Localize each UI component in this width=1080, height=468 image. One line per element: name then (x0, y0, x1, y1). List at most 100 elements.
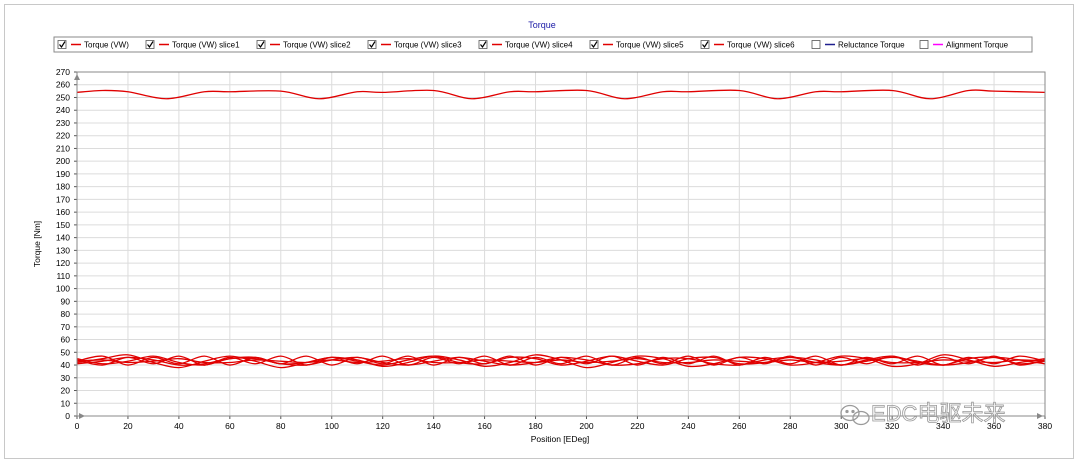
x-tick-label: 340 (936, 421, 950, 431)
legend-item[interactable]: Torque (VW) slice4 (478, 40, 573, 50)
check-icon (59, 41, 66, 49)
legend-checkbox[interactable] (256, 40, 266, 49)
legend-item[interactable]: Torque (VW) slice2 (256, 40, 351, 50)
y-tick-label: 160 (56, 207, 70, 217)
legend-item[interactable]: Alignment Torque (919, 40, 1009, 50)
y-tick-label: 230 (56, 118, 70, 128)
x-axis-scroll-handle-end[interactable] (1037, 413, 1043, 419)
x-tick-label: 160 (477, 421, 491, 431)
x-tick-label: 260 (732, 421, 746, 431)
legend-item[interactable]: Torque (VW) slice3 (367, 40, 462, 50)
y-tick-label: 20 (61, 386, 71, 396)
series-lines (77, 89, 1045, 369)
legend-box (53, 36, 1033, 53)
y-tick-label: 30 (61, 373, 71, 383)
x-tick-label: 380 (1038, 421, 1052, 431)
x-tick-label: 300 (834, 421, 848, 431)
y-tick-label: 50 (61, 347, 71, 357)
watermark: EDC电驱未来 (840, 401, 1006, 426)
x-axis-label: Position [EDeg] (531, 434, 590, 444)
legend-checkbox[interactable] (57, 40, 67, 49)
legend-label: Torque (VW) slice1 (172, 41, 240, 50)
y-axis-label: Torque [Nm] (32, 221, 42, 267)
check-icon (147, 41, 154, 49)
legend-item[interactable]: Torque (VW) slice5 (589, 40, 684, 50)
chart-title: Torque (528, 20, 556, 30)
y-tick-label: 80 (61, 309, 71, 319)
legend-label: Torque (VW) slice5 (616, 41, 684, 50)
x-tick-label: 120 (376, 421, 390, 431)
legend-checkbox[interactable] (700, 40, 710, 49)
legend-item[interactable]: Reluctance Torque (811, 40, 905, 50)
x-axis-scroll-handle[interactable] (79, 413, 85, 419)
x-tick-label: 100 (325, 421, 339, 431)
legend-label: Alignment Torque (946, 41, 1009, 50)
y-tick-label: 220 (56, 131, 70, 141)
y-tick-label: 260 (56, 80, 70, 90)
check-icon (591, 41, 598, 49)
x-tick-label: 140 (427, 421, 441, 431)
series-line-slice5 (77, 358, 1045, 364)
y-tick-label: 100 (56, 284, 70, 294)
x-tick-label: 220 (630, 421, 644, 431)
check-icon (480, 41, 487, 49)
y-tick-label: 200 (56, 156, 70, 166)
y-axis-scroll-handle[interactable] (74, 74, 80, 80)
y-tick-label: 0 (65, 411, 70, 421)
legend-checkbox[interactable] (478, 40, 488, 49)
x-tick-label: 320 (885, 421, 899, 431)
chart-frame (4, 4, 1074, 459)
axis-handles[interactable] (74, 74, 1043, 419)
y-tick-label: 150 (56, 220, 70, 230)
y-axis-ticks: 0 10 20 30 40 50 60 70 80 90 100 110 120 130 140 150 160… (56, 67, 77, 421)
legend-label: Torque (VW) slice6 (727, 41, 795, 50)
legend-item[interactable]: Torque (VW) (57, 40, 129, 50)
legend-checkbox[interactable] (919, 40, 929, 49)
legend-label: Torque (VW) (84, 41, 129, 50)
y-tick-label: 250 (56, 92, 70, 102)
legend-checkbox[interactable] (811, 40, 821, 49)
legend-label: Reluctance Torque (838, 41, 905, 50)
y-tick-label: 130 (56, 245, 70, 255)
y-tick-label: 120 (56, 258, 70, 268)
wechat-icon (840, 404, 870, 426)
legend-checkbox[interactable] (589, 40, 599, 49)
legend: Torque (VW) Torque (VW) slice1 Torque (VW)… (53, 36, 1033, 53)
x-tick-label: 60 (225, 421, 235, 431)
watermark-text: EDC电驱未来 (871, 401, 1005, 426)
x-tick-label: 200 (579, 421, 593, 431)
check-icon (369, 41, 376, 49)
legend-checkbox[interactable] (145, 40, 155, 49)
y-tick-label: 180 (56, 182, 70, 192)
legend-item[interactable]: Torque (VW) slice6 (700, 40, 795, 50)
y-tick-label: 170 (56, 194, 70, 204)
x-tick-label: 240 (681, 421, 695, 431)
y-tick-label: 10 (61, 398, 71, 408)
y-tick-label: 210 (56, 143, 70, 153)
y-tick-label: 40 (61, 360, 71, 370)
series-line-torque-vw (77, 89, 1045, 100)
x-tick-label: 80 (276, 421, 286, 431)
y-tick-label: 60 (61, 335, 71, 345)
y-tick-label: 70 (61, 322, 71, 332)
y-tick-label: 140 (56, 233, 70, 243)
y-tick-label: 270 (56, 67, 70, 77)
legend-item[interactable]: Torque (VW) slice1 (145, 40, 240, 50)
plot-area (76, 71, 1046, 417)
x-tick-label: 360 (987, 421, 1001, 431)
y-tick-label: 190 (56, 169, 70, 179)
check-icon (702, 41, 709, 49)
legend-label: Torque (VW) slice2 (283, 41, 351, 50)
x-axis-ticks: 0 20 40 60 80 100 120 140 160 180 200 220 240 260 280 3… (75, 416, 1052, 431)
y-tick-label: 90 (61, 296, 71, 306)
x-tick-label: 180 (528, 421, 542, 431)
x-tick-label: 280 (783, 421, 797, 431)
series-line-slice6 (77, 356, 1045, 366)
legend-label: Torque (VW) slice3 (394, 41, 462, 50)
x-tick-label: 0 (75, 421, 80, 431)
legend-checkbox[interactable] (367, 40, 377, 49)
x-tick-label: 20 (123, 421, 133, 431)
x-tick-label: 40 (174, 421, 184, 431)
